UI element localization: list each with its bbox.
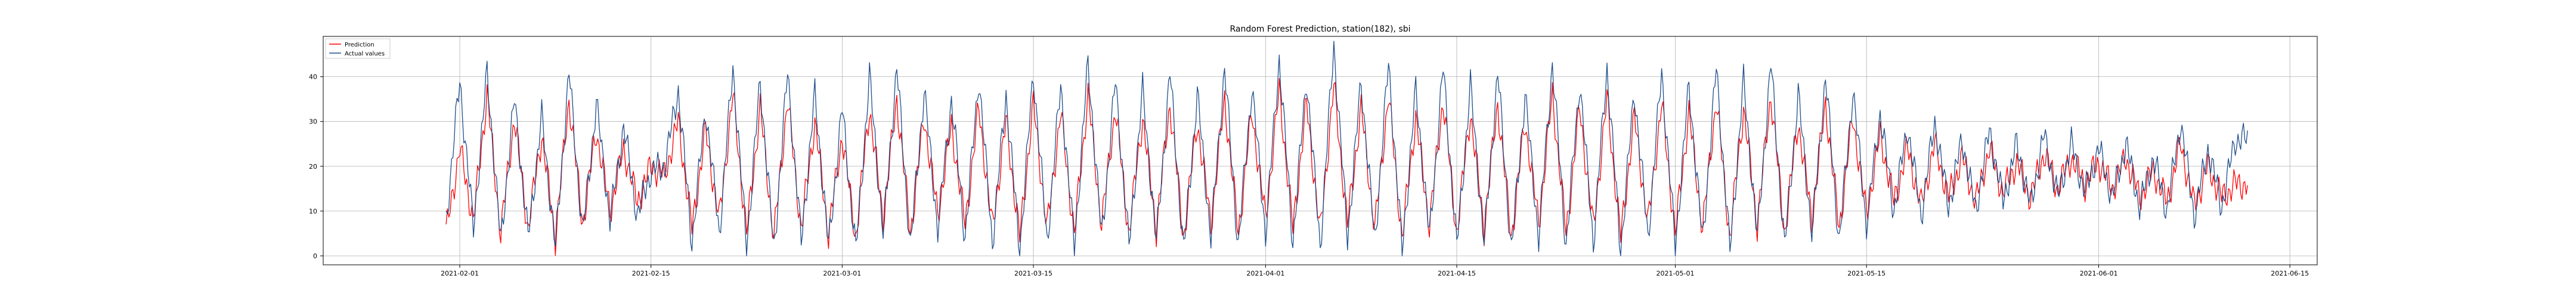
y-tick-label: 30 [309, 118, 317, 126]
grid [323, 36, 2317, 265]
x-tick-label: 2021-06-15 [2271, 270, 2309, 277]
y-tick-label: 0 [313, 252, 317, 260]
legend: Prediction Actual values [325, 38, 391, 59]
x-tick-label: 2021-02-01 [441, 270, 479, 277]
chart-title: Random Forest Prediction, station(182), … [1230, 24, 1410, 34]
x-tick-label: 2021-05-15 [1847, 270, 1885, 277]
legend-label-actual: Actual values [345, 51, 385, 57]
plot-frame [323, 36, 2318, 265]
x-tick-label: 2021-04-01 [1246, 270, 1284, 277]
y-tick-label: 20 [309, 163, 317, 171]
legend-box [325, 38, 391, 59]
y-tick-label: 10 [309, 208, 317, 215]
series-layer [445, 41, 2248, 256]
legend-label-prediction: Prediction [345, 42, 374, 48]
y-tick-label: 40 [309, 73, 317, 81]
x-tick-label: 2021-02-15 [632, 270, 670, 277]
x-tick-label: 2021-06-01 [2080, 270, 2118, 277]
x-tick-label: 2021-03-15 [1014, 270, 1052, 277]
x-tick-label: 2021-05-01 [1657, 270, 1695, 277]
series-line-prediction [445, 78, 2248, 256]
ticks: 2021-02-01 2021-02-15 2021-03-01 2021-03-15… [309, 73, 2309, 277]
x-tick-label: 2021-03-01 [823, 270, 861, 277]
x-tick-label: 2021-04-15 [1438, 270, 1476, 277]
series-line-actual [445, 41, 2248, 256]
